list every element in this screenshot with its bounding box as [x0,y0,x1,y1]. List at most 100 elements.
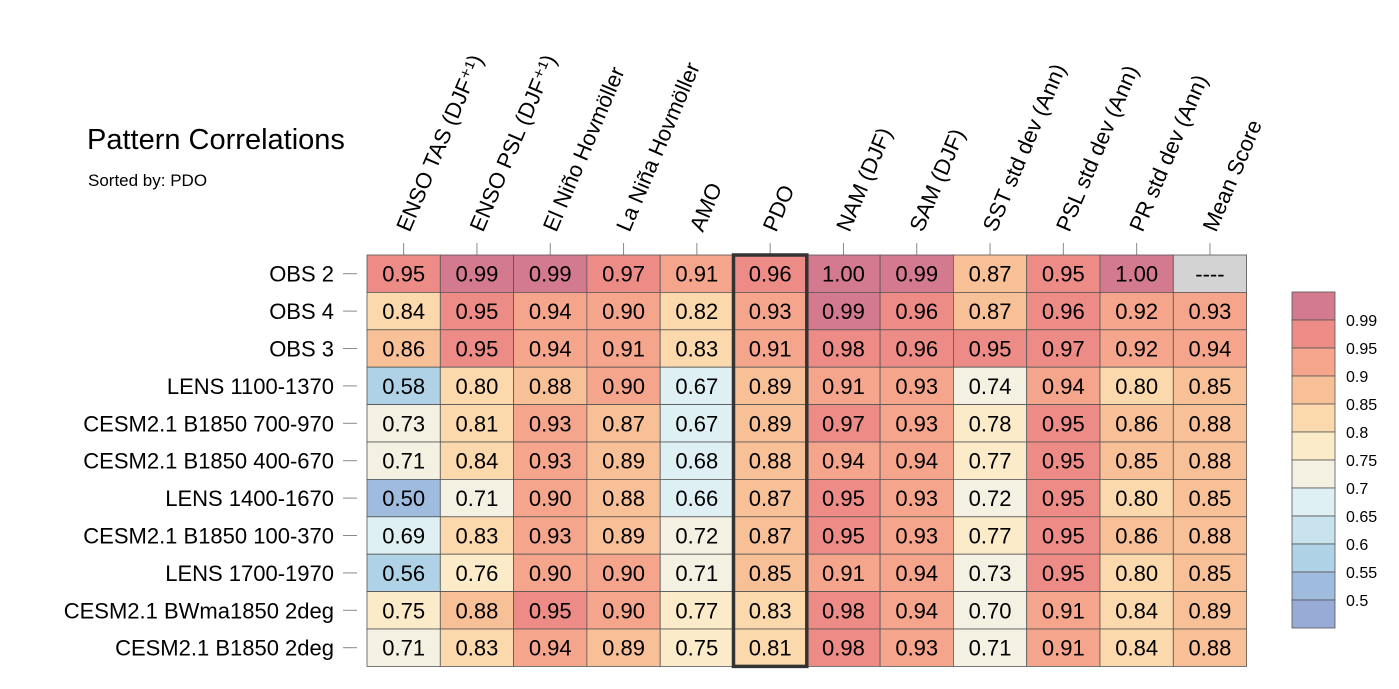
cell-value: 0.93 [529,449,572,474]
heatmap-cell [439,628,514,667]
heatmap-cell [1026,366,1101,406]
cell-value: 0.89 [749,411,792,436]
cell-value: 0.75 [382,598,425,623]
cell-value: 1.00 [1115,262,1158,287]
heatmap-cell [1099,553,1174,593]
cell-value: 0.67 [675,374,718,399]
colorbar-label: 0.85 [1346,397,1377,414]
heatmap-cell [1172,329,1248,368]
cell-value: 0.97 [1042,337,1085,362]
heatmap-cell [1099,404,1174,443]
cell-value: 0.91 [749,337,792,362]
heatmap-cell [733,404,808,443]
heatmap-cell [1026,591,1101,630]
cell-value: 0.95 [382,262,425,287]
cell-value: 0.95 [456,299,499,324]
heatmap-cell [513,441,588,480]
cell-value: 0.95 [969,337,1012,362]
heatmap-cell [586,628,661,667]
cell-value: 0.97 [822,411,865,436]
cell-value: 0.93 [895,636,938,661]
cell-value: 0.85 [1189,374,1232,399]
cell-value: 0.89 [602,524,645,549]
cell-value: 0.84 [1115,636,1158,661]
heatmap-cell [733,553,808,593]
heatmap-cell [733,441,808,480]
heatmap-cell [733,366,808,406]
cell-value: 0.72 [675,524,718,549]
cell-value: 0.95 [1042,524,1085,549]
cell-value: 0.85 [1189,561,1232,586]
cell-value: 0.83 [675,337,718,362]
heatmap-cell [1099,591,1174,630]
colorbar-label: 0.6 [1346,537,1368,554]
cell-value: 0.95 [456,337,499,362]
heatmap-cell [513,404,588,443]
colorbar-segment [1291,319,1336,349]
cell-value: 0.94 [1042,374,1085,399]
cell-value: 0.85 [749,561,792,586]
colorbar-label: 0.5 [1346,593,1368,610]
colorbar-segment [1291,347,1336,377]
cell-value: 0.91 [822,561,865,586]
cell-value: 0.95 [1042,449,1085,474]
heatmap-cell [1172,254,1248,293]
colorbar-label: 0.55 [1346,565,1377,582]
heatmap-cell [659,516,734,555]
heatmap-cell [879,553,954,593]
cell-value: 0.99 [822,299,865,324]
cell-value: 0.88 [529,374,572,399]
row-label: OBS 4 [269,299,334,324]
cell-value: 0.56 [382,561,425,586]
cell-value: 0.80 [456,374,499,399]
heatmap-cell [879,441,954,480]
cell-value: 0.85 [1115,449,1158,474]
row-label: CESM2.1 B1850 100-370 [83,524,334,549]
cell-value: 0.94 [895,449,938,474]
cell-value: 0.99 [529,262,572,287]
cell-value: 0.77 [675,598,718,623]
heatmap-cell [659,329,734,368]
cell-value: 0.75 [675,636,718,661]
cell-value: 0.66 [675,486,718,511]
cell-value: 0.94 [895,561,938,586]
cell-value: 0.72 [969,486,1012,511]
colorbar-label: 0.65 [1346,509,1377,526]
heatmap-cell [586,291,661,331]
cell-value: 0.86 [1115,524,1158,549]
cell-value: 0.95 [822,524,865,549]
cell-value: 0.83 [456,636,499,661]
row-labels: OBS 2 OBS 4 OBS 3 LENS 1100-1370 CESM2.1 B18… [64,262,357,661]
heatmap-cell [1099,366,1174,406]
cell-value: 0.93 [1189,299,1232,324]
colorbar-segment [1291,543,1336,573]
heatmap-cell [733,516,808,555]
cell-value: 0.84 [456,449,499,474]
highlight-column [731,253,809,669]
heatmap-cell [586,591,661,630]
heatmap-cell [1172,441,1248,480]
cell-value: 0.88 [749,449,792,474]
heatmap-cell [1026,291,1101,331]
cell-value: 0.77 [969,449,1012,474]
heatmap-cell [586,366,661,406]
heatmap-cell [513,591,588,630]
cell-value: 0.77 [969,524,1012,549]
heatmap-cell [953,591,1028,630]
heatmap-cell [1099,329,1174,368]
cell-value: 0.89 [1189,598,1232,623]
heatmap-cell [1026,329,1101,368]
heatmap-cell [953,254,1028,293]
column-header: SAM (DJF) [904,125,970,235]
colorbar-segment [1291,571,1336,601]
row-label: CESM2.1 B1850 2deg [115,636,334,661]
heatmap-cell [953,478,1028,518]
cell-value: 0.94 [895,598,938,623]
colorbar-segment [1291,487,1336,517]
cell-value: 0.91 [822,374,865,399]
column-header: NAM (DJF) [831,124,897,235]
chart-subtitle: Sorted by: PDO [88,171,208,190]
cell-value: 0.90 [602,561,645,586]
cell-value: 0.78 [969,411,1012,436]
cell-value: 0.89 [749,374,792,399]
